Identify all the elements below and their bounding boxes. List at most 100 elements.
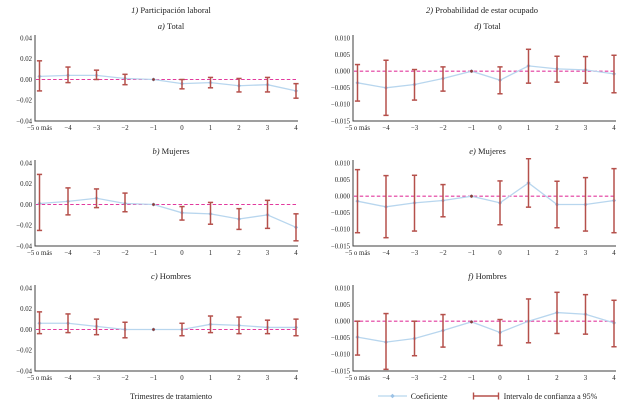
panel-e-chart: 0.010 0.005 0.000 −0.005 −0.010 −0.015−5 o má…: [331, 158, 617, 257]
panel-a-title: a) Total: [0, 20, 308, 33]
y-tick-label: 0.00: [20, 202, 32, 209]
x-tick-label: −5 o más: [27, 250, 52, 257]
x-tick-label: 3: [584, 125, 588, 132]
x-tick-label: −4: [382, 375, 390, 382]
y-tick-label: 0.00: [20, 327, 32, 334]
x-tick-label: −1: [468, 250, 475, 257]
x-tick-label: 4: [612, 250, 616, 257]
panel-f-chart: 0.010 0.005 0.000 −0.005 −0.010 −0.015−5 o má…: [331, 285, 617, 382]
panel-c-title-prefix: c): [151, 271, 158, 281]
panel-b-title-prefix: b): [152, 146, 160, 156]
panel-b-title-text: Mujeres: [161, 146, 190, 156]
y-tick-label: 0.010: [335, 160, 351, 167]
y-tick-label: 0.005: [335, 302, 351, 309]
panel-b-chart: 0.04 0.02 0.00 −0.02 −0.04−5 o más −4 −3 −2 −1 0 1…: [16, 160, 299, 257]
panel-b-title: b) Mujeres: [0, 145, 308, 158]
reference-point: [470, 320, 473, 324]
x-tick-label: −1: [150, 125, 157, 132]
y-tick-label: 0.005: [335, 177, 351, 184]
y-tick-label: −0.005: [331, 85, 351, 92]
y-tick-label: −0.04: [16, 368, 32, 375]
y-tick-label: 0.04: [20, 285, 32, 292]
x-tick-label: −2: [439, 125, 447, 132]
x-tick-label: −2: [121, 250, 129, 257]
y-tick-label: −0.010: [331, 102, 351, 109]
reference-point: [470, 194, 473, 198]
x-tick-label: −4: [64, 125, 72, 132]
x-tick-label: 1: [209, 250, 212, 257]
x-tick-label: 1: [209, 125, 212, 132]
x-tick-label: 1: [209, 375, 212, 382]
column-title-ocupado: 2) Probabilidad de estar ocupado: [308, 3, 622, 19]
x-tick-label: −5 o más: [27, 375, 52, 382]
y-tick-label: 0.005: [335, 52, 351, 59]
x-tick-label: −4: [64, 375, 72, 382]
coefficient-line: [357, 182, 615, 208]
legend: Coeficiente Intervalo de confianza a 95%: [308, 391, 622, 401]
column-title-1-prefix: 1): [131, 5, 139, 15]
y-tick-label: −0.015: [331, 368, 351, 375]
x-tick-label: −5 o más: [27, 125, 52, 132]
panel-f-title: f) Hombres: [308, 270, 622, 283]
x-tick-label: 0: [498, 250, 502, 257]
y-tick-label: 0.000: [335, 69, 351, 76]
column-title-participacion: 1) Participación laboral: [0, 3, 308, 19]
coefficient-line: [39, 74, 297, 92]
y-tick-label: 0.04: [20, 160, 32, 167]
x-tick-label: 3: [584, 375, 588, 382]
x-tick-label: −1: [150, 250, 157, 257]
y-tick-label: −0.010: [331, 227, 351, 234]
x-tick-label: 4: [612, 375, 616, 382]
footer: Trimestres de tratamiento Coeficiente In…: [0, 391, 622, 401]
panels-grid: a) Total 0.04 0.02 0.00 −0.02 −0.04 −5 o más −…: [0, 20, 622, 387]
x-tick-label: 2: [555, 125, 559, 132]
panel-c-title: c) Hombres: [0, 270, 308, 283]
x-tick-label: 4: [294, 125, 298, 132]
x-tick-label: 0: [180, 125, 184, 132]
x-tick-label: −5 o más: [345, 250, 370, 257]
y-tick-label: −0.015: [331, 118, 351, 125]
legend-diamond-marker: [389, 393, 395, 399]
y-tick-label: 0.00: [20, 77, 32, 84]
x-tick-label: −1: [468, 375, 475, 382]
coefficient-line: [39, 197, 297, 228]
x-tick-label: 0: [498, 375, 502, 382]
y-tick-label: −0.04: [16, 243, 32, 250]
panel-c: c) Hombres 0.04 0.02 0.00 −0.02 −0.04 −5 o má…: [0, 270, 308, 387]
panel-a-chart: 0.04 0.02 0.00 −0.02 −0.04−5 o más −4 −3 −2 −1 0 1…: [16, 35, 299, 132]
panel-a: a) Total 0.04 0.02 0.00 −0.02 −0.04 −5 o más −…: [0, 20, 308, 137]
column-titles: 1) Participación laboral 2) Probabilidad…: [0, 3, 622, 19]
y-tick-label: 0.02: [20, 181, 32, 188]
coefficient-line: [357, 65, 615, 89]
x-tick-label: −1: [150, 375, 157, 382]
coefficient-line: [357, 311, 615, 343]
x-tick-label: 2: [237, 250, 241, 257]
x-tick-label: −2: [439, 250, 447, 257]
y-tick-label: 0.04: [20, 35, 32, 42]
y-tick-label: −0.005: [331, 335, 351, 342]
panel-d-title: d) Total: [308, 20, 622, 33]
panel-f: f) Hombres 0.010 0.005 0.000 −0.005 −0.010 −0…: [308, 270, 622, 387]
panel-e-title: e) Mujeres: [308, 145, 622, 158]
y-tick-label: −0.04: [16, 118, 32, 125]
panel-f-title-prefix: f): [468, 271, 474, 281]
x-tick-label: 3: [266, 125, 270, 132]
x-tick-label: 1: [527, 250, 530, 257]
legend-item-intervalo: Intervalo de confianza a 95%: [472, 391, 597, 401]
x-tick-label: −3: [93, 125, 101, 132]
column-title-2-prefix: 2): [426, 5, 434, 15]
panel-d-title-prefix: d): [474, 21, 482, 31]
column-title-1-text: Participación laboral: [140, 5, 211, 15]
y-tick-label: −0.010: [331, 352, 351, 359]
x-tick-label: 4: [294, 375, 298, 382]
x-tick-label: 1: [527, 125, 530, 132]
y-tick-label: 0.02: [20, 306, 32, 313]
panel-f-title-text: Hombres: [475, 271, 507, 281]
x-tick-label: 4: [612, 125, 616, 132]
y-tick-label: −0.02: [16, 98, 32, 105]
x-tick-label: 2: [555, 250, 559, 257]
panel-e: e) Mujeres 0.010 0.005 0.000 −0.005 −0.010 −0…: [308, 145, 622, 262]
x-tick-label: 3: [584, 250, 588, 257]
x-axis-label: Trimestres de tratamiento: [130, 391, 212, 401]
x-tick-label: −2: [121, 125, 129, 132]
